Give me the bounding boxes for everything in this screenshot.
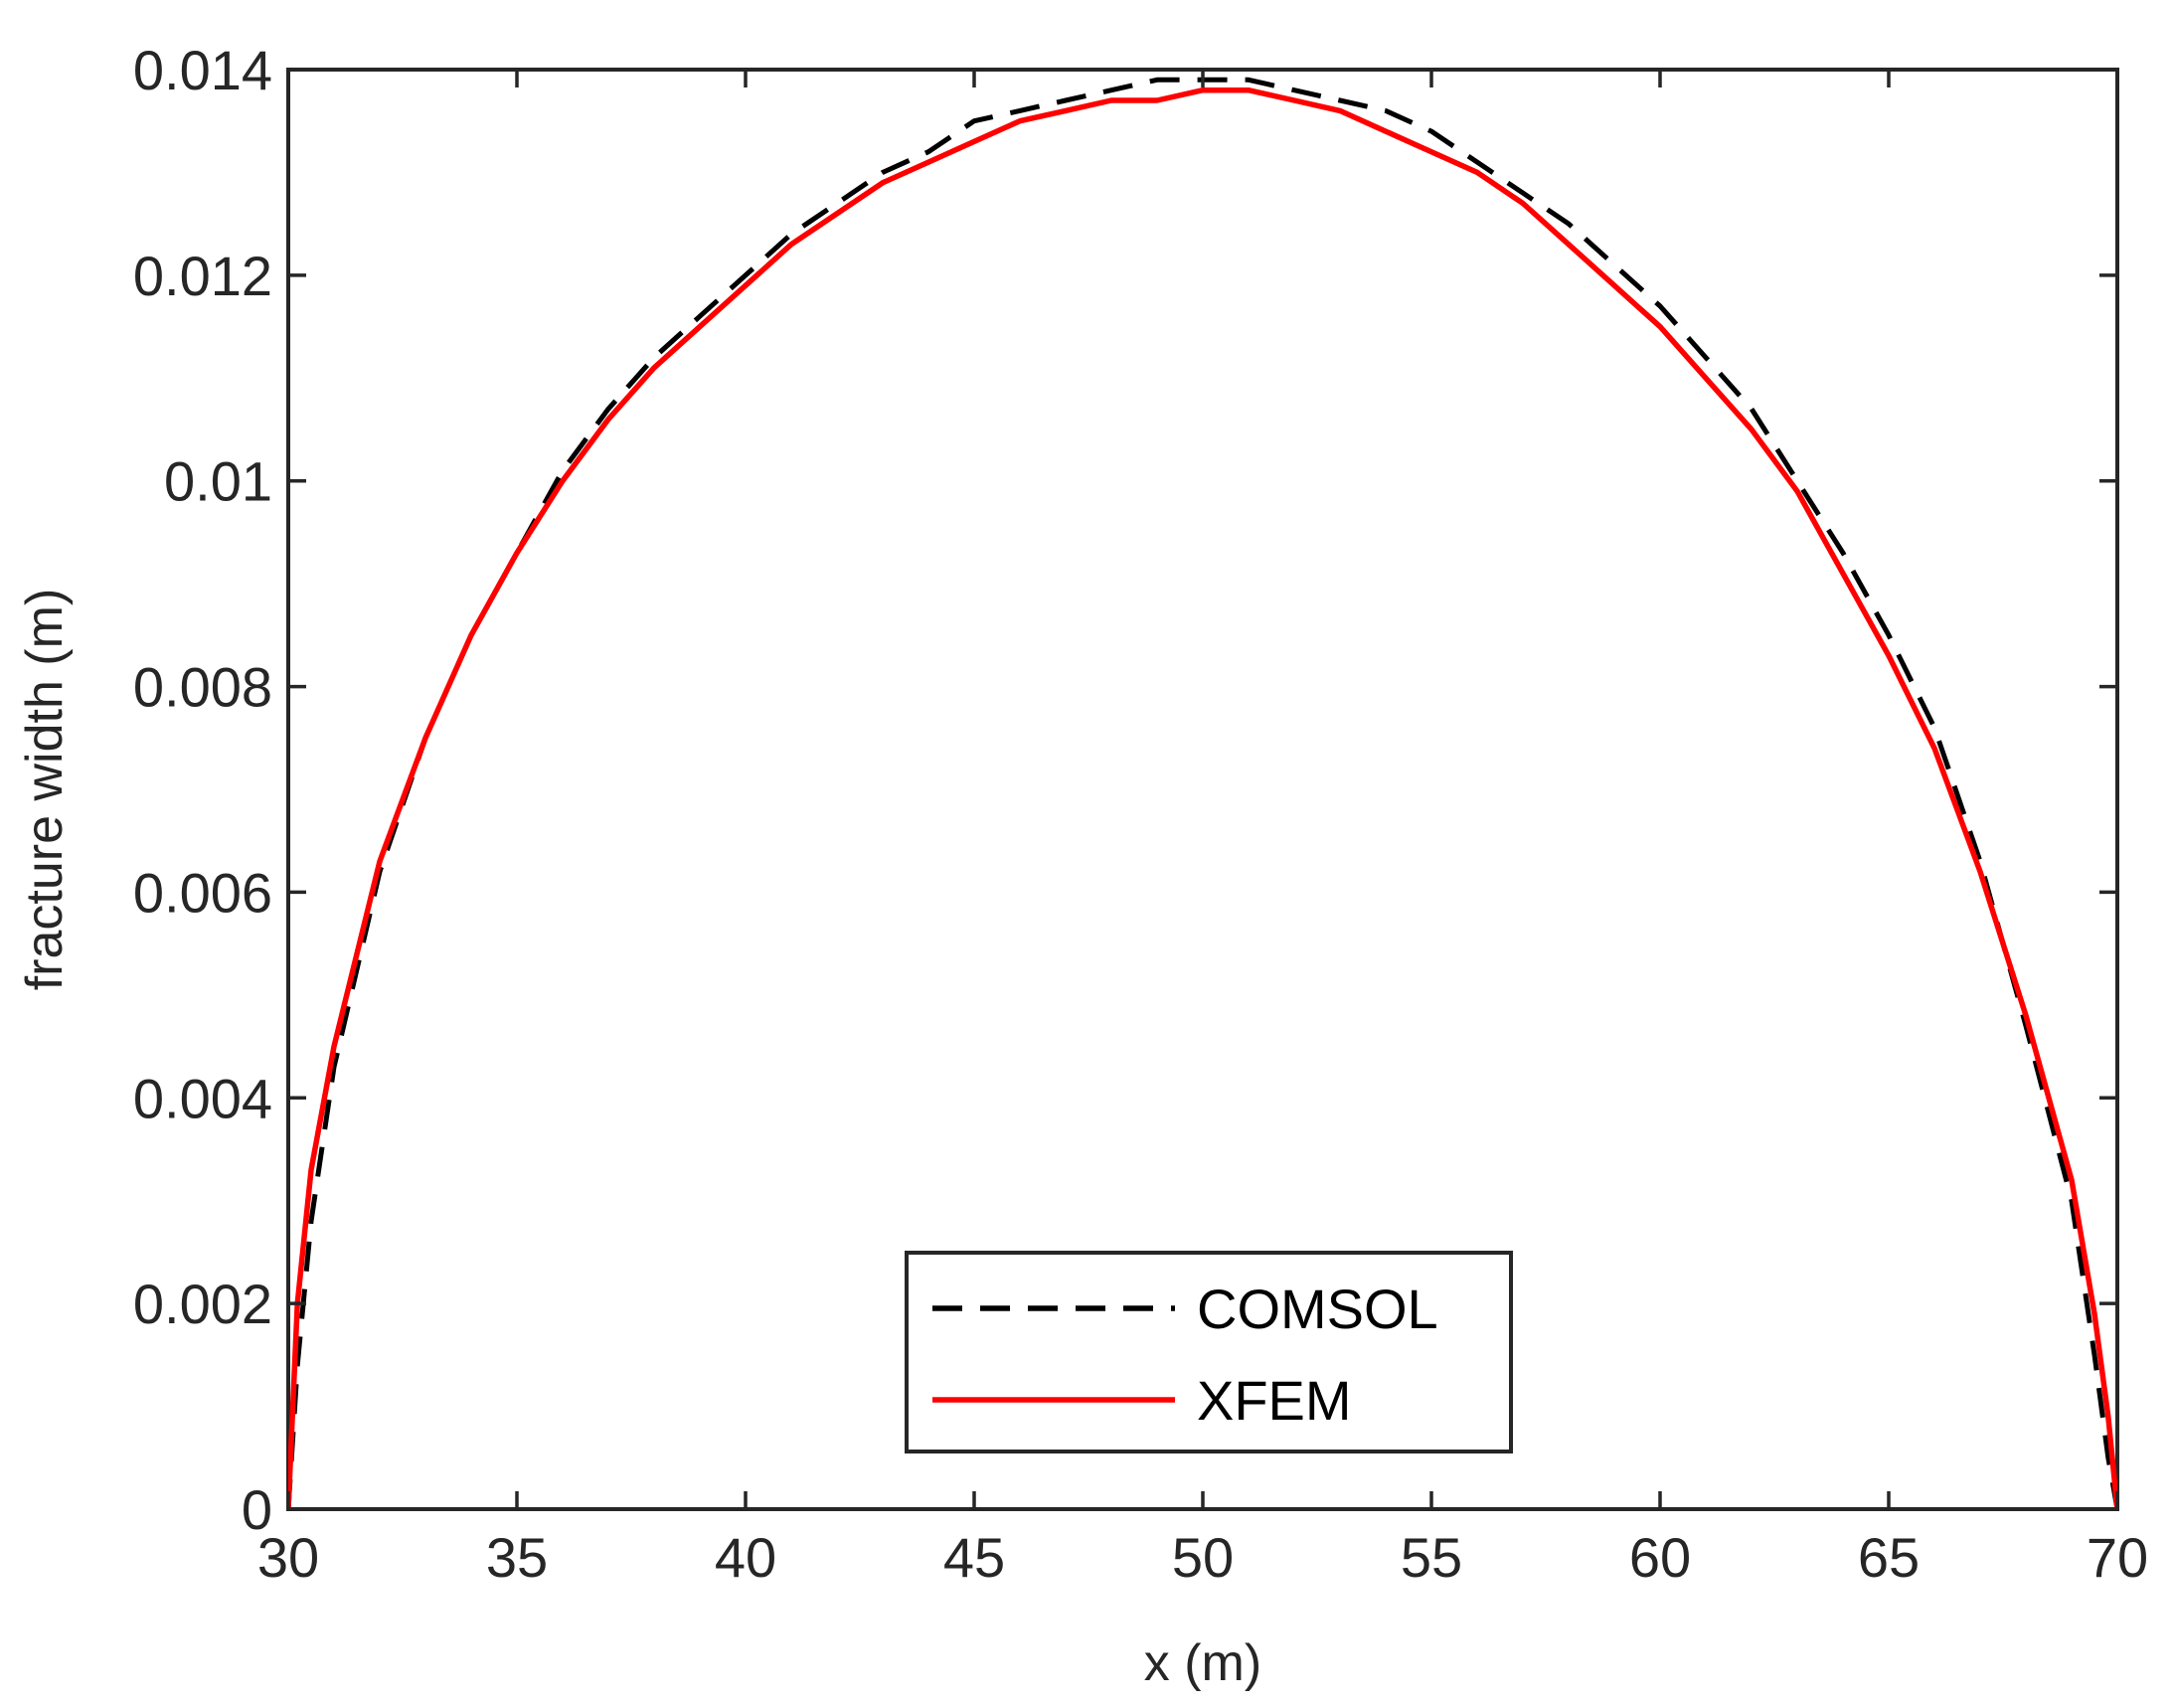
legend-box [905, 1251, 1513, 1453]
x-tick-label: 60 [1629, 1526, 1691, 1589]
axis-labels: x (m) fracture width (m) [16, 589, 1261, 1692]
y-tick-label: 0.008 [133, 656, 272, 719]
series-line-xfem [288, 86, 2117, 1509]
x-axis-label: x (m) [1144, 1634, 1261, 1692]
y-tick-label: 0.014 [133, 39, 272, 101]
x-tick-label: 50 [1172, 1526, 1234, 1589]
y-tick-label: 0.002 [133, 1273, 272, 1335]
y-tick-label: 0.004 [133, 1067, 272, 1129]
legend: COMSOL XFEM [905, 1251, 1513, 1453]
x-tick-label: 45 [943, 1526, 1005, 1589]
x-tick-label: 65 [1858, 1526, 1920, 1589]
legend-label-xfem: XFEM [1197, 1369, 1352, 1432]
x-tick-label: 70 [2087, 1526, 2148, 1589]
x-tick-label: 30 [257, 1526, 319, 1589]
y-tick-label: 0 [242, 1478, 272, 1541]
x-tick-label: 40 [715, 1526, 776, 1589]
y-tick-label: 0.01 [164, 450, 272, 513]
axis-ticks: 30 35 40 45 50 55 60 65 70 0 0.002 0.004 0.006 0.008 0… [133, 39, 2148, 1589]
x-tick-label: 35 [486, 1526, 548, 1589]
x-tick-label: 55 [1401, 1526, 1462, 1589]
y-axis-label: fracture width (m) [16, 589, 74, 991]
legend-label-comsol: COMSOL [1197, 1278, 1438, 1340]
y-tick-label: 0.006 [133, 861, 272, 924]
y-tick-label: 0.012 [133, 245, 272, 307]
